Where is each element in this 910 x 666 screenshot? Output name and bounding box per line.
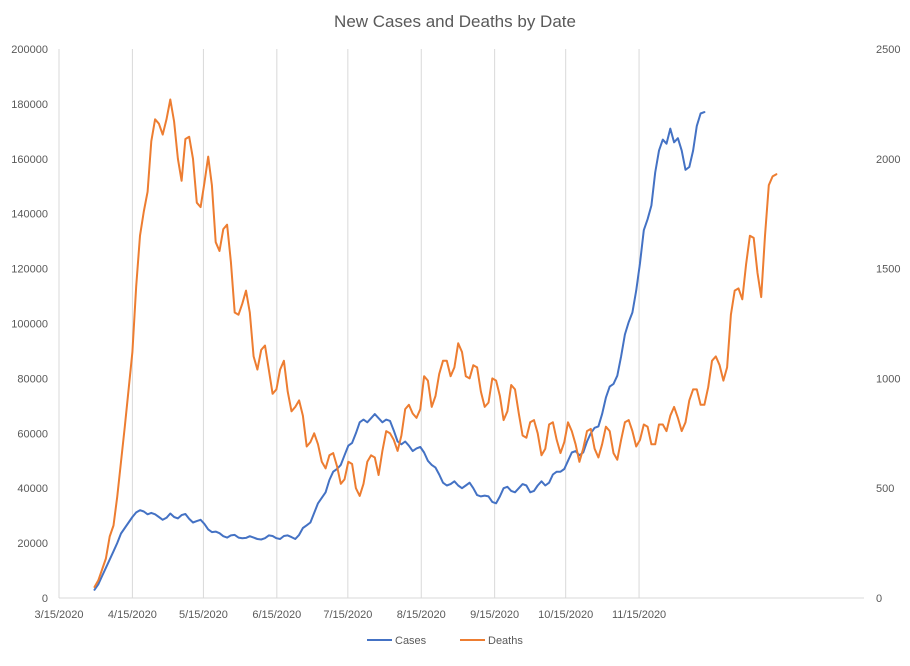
right-tick-label: 2500 — [876, 44, 900, 56]
left-tick-label: 200000 — [11, 44, 48, 56]
x-tick-label: 11/15/2020 — [612, 609, 666, 621]
x-tick-label: 5/15/2020 — [179, 609, 228, 621]
left-tick-label: 60000 — [17, 428, 48, 440]
x-axis: 3/15/2020 4/15/2020 5/15/2020 6/15/2020 7/15… — [35, 609, 667, 621]
x-tick-label: 6/15/2020 — [252, 609, 301, 621]
right-tick-label: 500 — [876, 483, 894, 495]
right-tick-label: 0 — [876, 593, 882, 605]
left-tick-label: 40000 — [17, 483, 48, 495]
left-tick-label: 140000 — [11, 209, 48, 221]
right-tick-label: 1500 — [876, 264, 900, 276]
right-tick-label: 2000 — [876, 154, 900, 166]
left-tick-label: 180000 — [11, 99, 48, 111]
left-tick-label: 160000 — [11, 154, 48, 166]
right-tick-label: 1000 — [876, 373, 900, 385]
left-tick-label: 0 — [42, 593, 48, 605]
x-tick-label: 4/15/2020 — [108, 609, 157, 621]
x-tick-label: 7/15/2020 — [323, 609, 372, 621]
x-tick-label: 8/15/2020 — [397, 609, 446, 621]
chart-title: New Cases and Deaths by Date — [334, 12, 576, 31]
left-tick-label: 120000 — [11, 264, 48, 276]
legend: Cases Deaths — [367, 635, 523, 647]
series-line-cases — [93, 111, 706, 591]
legend-cases-label: Cases — [395, 635, 427, 647]
x-tick-label: 3/15/2020 — [35, 609, 84, 621]
right-y-axis: 0 500 1000 1500 2000 2500 — [876, 44, 900, 605]
x-tick-label: 10/15/2020 — [538, 609, 593, 621]
x-tick-label: 9/15/2020 — [470, 609, 519, 621]
series-layer — [93, 98, 778, 591]
left-tick-label: 20000 — [17, 538, 48, 550]
left-y-axis: 0 20000 40000 60000 80000 100000 120000 140000 1… — [11, 44, 48, 605]
left-tick-label: 100000 — [11, 319, 48, 331]
legend-deaths-label: Deaths — [488, 635, 523, 647]
series-line-deaths — [93, 98, 778, 588]
left-tick-label: 80000 — [17, 373, 48, 385]
gridlines — [58, 49, 640, 598]
